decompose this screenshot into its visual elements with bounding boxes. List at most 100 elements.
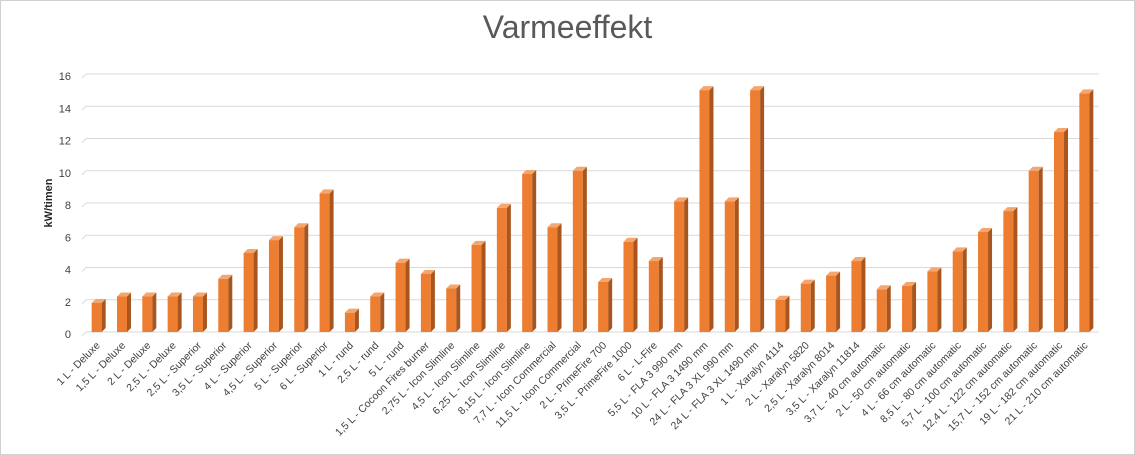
bar-top — [91, 298, 106, 303]
y-tick-label: 10 — [59, 168, 71, 180]
bar-top — [344, 308, 359, 313]
bar-side — [1064, 128, 1069, 332]
gridline-depth — [81, 331, 87, 337]
bar-side — [253, 248, 258, 332]
bar-front — [1079, 93, 1090, 332]
bar — [268, 236, 283, 332]
bar — [471, 240, 486, 332]
bar — [851, 257, 866, 332]
bar-top — [522, 169, 537, 174]
bar-front — [598, 282, 609, 332]
bar-side — [228, 274, 233, 332]
bar-side — [430, 269, 435, 332]
bar-top — [167, 292, 182, 297]
bar-top — [1054, 128, 1069, 133]
bar-front — [344, 312, 355, 332]
bar — [319, 189, 334, 332]
bar-top — [268, 236, 283, 241]
bar — [800, 279, 815, 332]
bar-front — [1028, 170, 1039, 332]
bar-side — [380, 292, 385, 332]
bar-top — [648, 257, 663, 262]
bar-top — [192, 292, 207, 297]
bar — [826, 271, 841, 332]
bar-front — [902, 286, 913, 332]
bar-side — [962, 247, 967, 332]
bar-side — [684, 197, 689, 332]
gridline-depth — [81, 202, 87, 208]
bar-side — [177, 292, 182, 332]
bar — [370, 292, 385, 332]
bar-side — [126, 292, 131, 332]
bar-top — [623, 237, 638, 242]
bar-front — [952, 251, 963, 332]
bar-top — [952, 247, 967, 252]
bar-side — [405, 258, 410, 332]
bar — [547, 223, 562, 332]
bar — [674, 197, 689, 332]
gridline-depth — [81, 267, 87, 272]
bar — [750, 86, 765, 332]
bar-front — [978, 232, 989, 332]
bar-front — [699, 90, 710, 332]
bar-side — [937, 267, 942, 332]
bar — [294, 223, 309, 332]
y-tick-label: 6 — [65, 232, 71, 244]
bar-side — [886, 285, 891, 332]
bar — [218, 274, 233, 332]
bar-top — [319, 189, 334, 194]
bar — [395, 258, 410, 332]
bar-top — [572, 166, 587, 171]
gridline-depth — [81, 105, 87, 111]
bar-front — [1054, 132, 1065, 332]
bar-side — [202, 292, 207, 332]
bar-top — [547, 223, 562, 228]
y-tick-label: 4 — [65, 265, 71, 277]
y-axis-label: kW/timen — [43, 178, 55, 227]
bar — [142, 292, 157, 332]
bar-side — [582, 166, 587, 332]
bar — [598, 278, 613, 332]
bar-side — [152, 292, 157, 332]
bar-side — [329, 189, 334, 332]
bar-side — [557, 223, 562, 332]
bars — [91, 86, 1094, 332]
bar — [1028, 166, 1043, 332]
bar — [192, 292, 207, 332]
bar — [572, 166, 587, 332]
bar-front — [674, 201, 685, 332]
bar-side — [481, 240, 486, 332]
bar-front — [724, 201, 735, 332]
bar-side — [785, 295, 790, 332]
bar — [978, 228, 993, 332]
bar-side — [734, 197, 739, 332]
bar — [775, 295, 790, 332]
bar-front — [370, 296, 381, 332]
bar-top — [420, 269, 435, 274]
bar-top — [876, 285, 891, 290]
bar — [699, 86, 714, 332]
bar-top — [243, 248, 258, 253]
bar-side — [709, 86, 714, 332]
bar-top — [218, 274, 233, 279]
bar-top — [471, 240, 486, 245]
bar-front — [420, 273, 431, 332]
bar-front — [547, 227, 558, 332]
bar-top — [851, 257, 866, 262]
bar-front — [218, 278, 229, 332]
bar-top — [496, 203, 511, 208]
bar-top — [724, 197, 739, 202]
bar-front — [167, 296, 178, 332]
bar — [446, 284, 461, 332]
y-tick-label: 2 — [65, 297, 71, 309]
bar-side — [1089, 89, 1094, 332]
bar — [91, 298, 106, 332]
bar — [876, 285, 891, 332]
bar-top — [598, 278, 613, 283]
bar-front — [800, 283, 811, 332]
bar-side — [101, 298, 106, 332]
bar-front — [91, 302, 102, 332]
bar-front — [775, 299, 786, 332]
bar-front — [243, 252, 254, 332]
